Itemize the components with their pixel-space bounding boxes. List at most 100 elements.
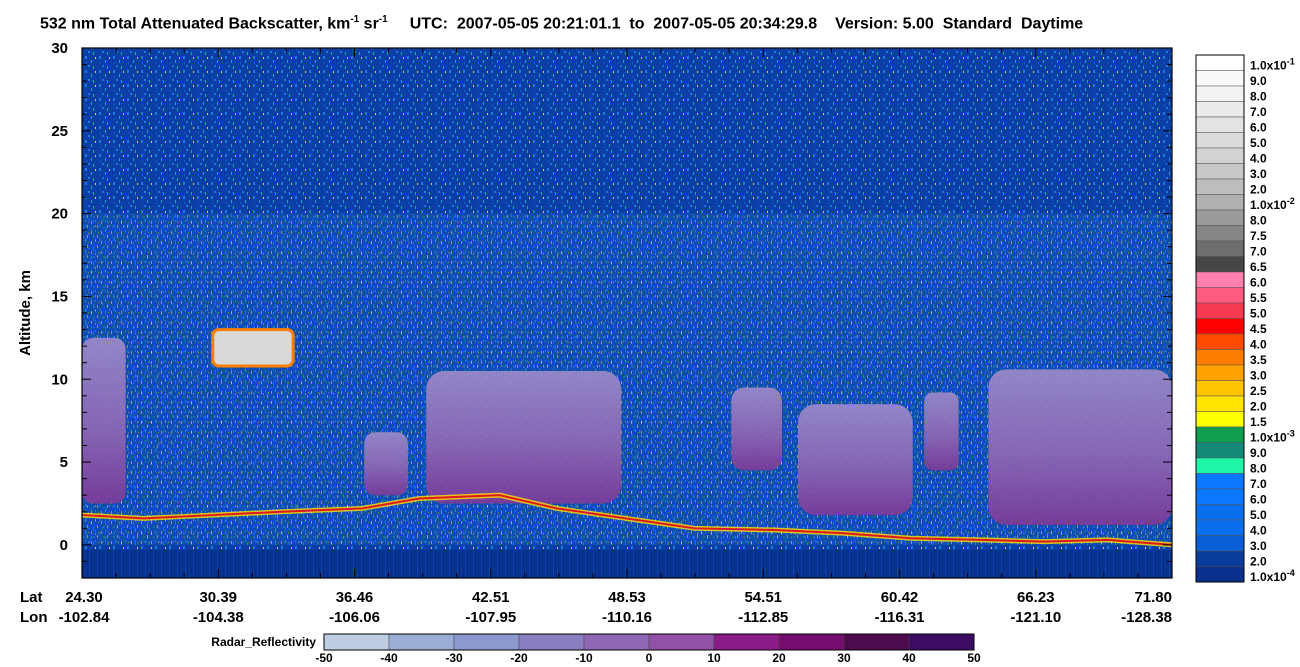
title-version: Version: 5.00 (835, 15, 934, 33)
cloud-g (924, 392, 959, 471)
y-tick-label: 25 (51, 123, 68, 140)
colorbar-swatch (1195, 380, 1245, 397)
colorbar-label: 1.0x10-3 (1250, 429, 1295, 445)
colorbar-label: 2.0 (1250, 555, 1267, 569)
radar-swatch (908, 633, 975, 651)
colorbar-label: 7.5 (1250, 229, 1267, 243)
colorbar-swatch (1195, 70, 1245, 87)
colorbar-label-exp: -1 (1287, 57, 1295, 67)
cloud-b (211, 328, 295, 368)
colorbar-label: 4.0 (1250, 338, 1267, 352)
chart-title: 532 nm Total Attenuated Backscatter, km-… (40, 14, 1280, 33)
colorbar-swatch (1195, 163, 1245, 180)
x-tick-lat: 54.51 (744, 589, 782, 606)
colorbar-swatch (1195, 256, 1245, 273)
colorbar-label: 5.0 (1250, 307, 1267, 321)
x-tick-lat: 24.30 (65, 589, 103, 606)
cloud-h (988, 369, 1172, 525)
colorbar-label: 3.5 (1250, 353, 1267, 367)
colorbar-swatch (1195, 411, 1245, 428)
colorbar-swatch (1195, 457, 1245, 474)
radar-bar-frame (323, 633, 975, 651)
colorbar-label: 8.0 (1250, 462, 1267, 476)
colorbar-label: 1.0x10-1 (1250, 57, 1295, 73)
x-tick-lat: 30.39 (199, 589, 237, 606)
colorbar-label-exp: -4 (1287, 568, 1295, 578)
x-tick-lat: 66.23 (1017, 589, 1055, 606)
title-main: 532 nm Total Attenuated Backscatter, km (40, 15, 351, 33)
y-tick-label: 0 (60, 537, 68, 554)
radar-swatch (583, 633, 650, 651)
radar-tick-label: -10 (575, 651, 593, 665)
radar-tick-label: 0 (646, 651, 653, 665)
colorbar-swatch (1195, 54, 1245, 71)
radar-swatch (843, 633, 910, 651)
colorbar-swatch (1195, 147, 1245, 164)
x-row-label-lat: Lat (20, 589, 43, 606)
cloud-c (364, 432, 408, 496)
colorbar-label: 1.0x10-2 (1250, 196, 1295, 212)
radar-tick-label: -40 (380, 651, 398, 665)
title-mode: Standard (942, 15, 1013, 33)
colorbar-label: 7.0 (1250, 245, 1267, 259)
x-tick-lat: 48.53 (608, 589, 646, 606)
radar-swatch (388, 633, 455, 651)
colorbar-label: 5.0 (1250, 136, 1267, 150)
radar-swatch (453, 633, 520, 651)
colorbar-label: 7.0 (1250, 477, 1267, 491)
x-tick-lat: 42.51 (472, 589, 510, 606)
colorbar-swatch (1195, 442, 1245, 459)
x-tick-lat: 36.46 (336, 589, 374, 606)
colorbar-label: 6.0 (1250, 121, 1267, 135)
colorbar-label: 3.0 (1250, 167, 1267, 181)
radar-swatch (648, 633, 715, 651)
y-tick-label: 30 (51, 40, 68, 57)
title-to: to (629, 15, 645, 33)
x-tick-lon: -102.84 (59, 609, 111, 626)
x-tick-lon: -110.16 (602, 609, 652, 626)
colorbar-swatch (1195, 333, 1245, 350)
radar-swatch (323, 633, 390, 651)
colorbar-label: 8.0 (1250, 214, 1267, 228)
x-tick-lat: 60.42 (881, 589, 919, 606)
x-tick-lon: -112.85 (738, 609, 788, 626)
radar-swatch (518, 633, 585, 651)
colorbar-swatch (1195, 240, 1245, 257)
title-time-of-day: Daytime (1020, 15, 1084, 33)
colorbar-label: 1.5 (1250, 415, 1267, 429)
radar-tick-label: 50 (967, 651, 981, 665)
colorbar-label: 2.0 (1250, 183, 1267, 197)
radar-tick-label: 30 (837, 651, 851, 665)
colorbar-swatch (1195, 194, 1245, 211)
colorbar-label: 5.0 (1250, 508, 1267, 522)
y-tick-label: 5 (60, 454, 68, 471)
colorbar-swatch (1195, 287, 1245, 304)
y-tick-label: 10 (51, 371, 68, 388)
colorbar-swatch (1195, 473, 1245, 490)
colorbar-swatch (1195, 504, 1245, 521)
colorbar-label: 8.0 (1250, 90, 1267, 104)
colorbar-swatch (1195, 132, 1245, 149)
x-tick-lon: -104.38 (193, 609, 244, 626)
surface-line (81, 494, 1173, 546)
colorbar-label: 4.5 (1250, 322, 1267, 336)
colorbar-swatch (1195, 535, 1245, 552)
radar-tick-label: 20 (772, 651, 786, 665)
colorbar-label: 4.0 (1250, 524, 1267, 538)
colorbar-label: 6.0 (1250, 493, 1267, 507)
colorbar-frame (1195, 54, 1245, 583)
colorbar-swatch (1195, 116, 1245, 133)
colorbar-swatch (1195, 225, 1245, 242)
colorbar-label: 4.0 (1250, 152, 1267, 166)
colorbar-label: 9.0 (1250, 74, 1267, 88)
colorbar-label: 3.0 (1250, 539, 1267, 553)
title-utc-start: 2007-05-05 20:21:01.1 (456, 15, 621, 33)
x-tick-lon: -121.10 (1010, 609, 1061, 626)
colorbar-label: 6.0 (1250, 276, 1267, 290)
y-axis-label: Altitude, km (17, 270, 34, 356)
colorbar-label-exp: -2 (1287, 196, 1295, 206)
radar-tick-label: -20 (510, 651, 528, 665)
colorbar-swatch (1195, 271, 1245, 288)
colorbar-swatch (1195, 318, 1245, 335)
